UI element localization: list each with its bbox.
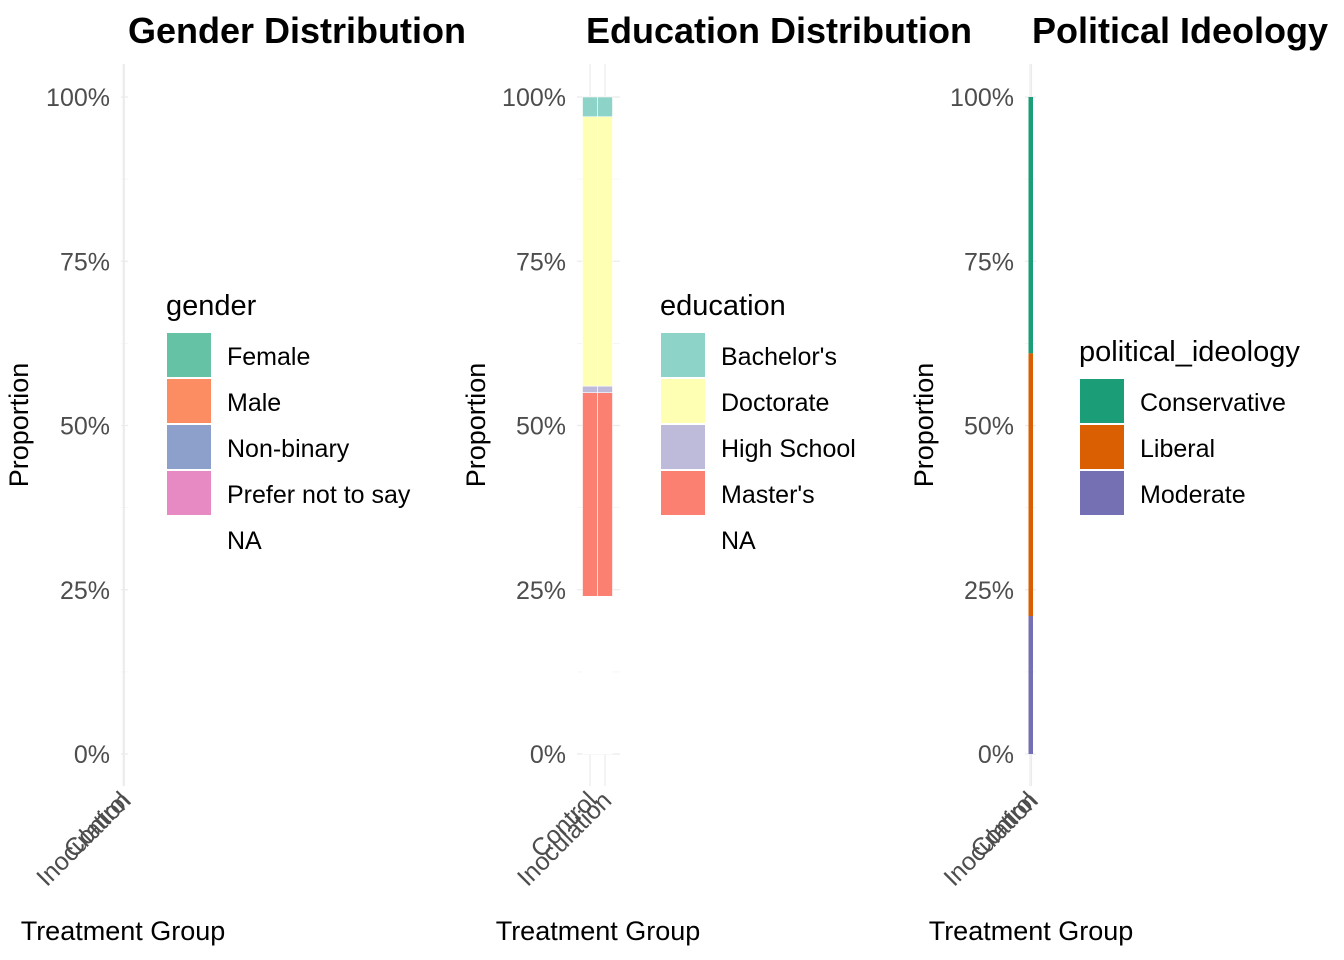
chart-3-y-tick-label: 50%: [964, 413, 1014, 441]
chart-3-y-axis-title: Proportion: [909, 363, 939, 488]
chart-1-legend-key-female: [167, 333, 211, 377]
chart-1-legend-key-male: [167, 379, 211, 423]
chart-2-y-tick-label: 0%: [530, 741, 566, 769]
chart-3: Political Ideology0%25%50%75%100%Control…: [909, 10, 1328, 946]
chart-2-y-tick-label: 100%: [502, 84, 566, 112]
chart-2-bar-control-master-s: [582, 392, 598, 597]
chart-3-legend-label-conservative: Conservative: [1140, 389, 1286, 417]
chart-3-legend: political_ideology Conservative Liberal Mod…: [1079, 336, 1300, 515]
chart-3-legend-key-moderate: [1080, 471, 1124, 515]
chart-1-y-tick-label: 75%: [60, 248, 110, 276]
chart-1-y-tick-label: 50%: [60, 413, 110, 441]
chart-3-legend-key-liberal: [1080, 425, 1124, 469]
chart-1-y-tick-label: 25%: [60, 577, 110, 605]
chart-2-legend-label-doctorate: Doctorate: [721, 389, 829, 417]
chart-2-x-tick-label: Inoculation: [512, 786, 617, 891]
chart-1-x-tick-label: Inoculation: [31, 786, 136, 891]
chart-2-legend: education Bachelor's Doctorate High School M…: [660, 290, 856, 561]
chart-1-legend-key-non-binary: [167, 425, 211, 469]
chart-3-title: Political Ideology: [1032, 10, 1328, 51]
chart-1-legend-key-prefer-not-to-say: [167, 471, 211, 515]
chart-1-title: Gender Distribution: [128, 10, 466, 51]
chart-1: Gender Distribution0%25%50%75%100%Contro…: [4, 10, 466, 946]
chart-2-legend-title: education: [660, 290, 786, 322]
chart-3-y-tick-label: 0%: [978, 741, 1014, 769]
chart-1-legend-label-non-binary: Non-binary: [227, 435, 350, 463]
chart-2-bar-control-high-school: [582, 385, 598, 393]
chart-2-legend-key-na: [661, 517, 705, 561]
chart-3-legend-label-moderate: Moderate: [1140, 481, 1246, 509]
chart-2-legend-label-master-s: Master's: [721, 481, 815, 509]
chart-2-legend-key-bachelor-s: [661, 333, 705, 377]
chart-2-y-axis-title: Proportion: [461, 363, 491, 488]
chart-1-y-tick-label: 100%: [46, 84, 110, 112]
chart-3-legend-title: political_ideology: [1079, 336, 1300, 368]
chart-3-legend-key-conservative: [1080, 379, 1124, 423]
chart-2-bar-control-bachelor-s: [582, 96, 598, 118]
chart-1-legend-label-male: Male: [227, 389, 281, 417]
chart-2-legend-label-high-school: High School: [721, 435, 856, 463]
chart-3-y-tick-label: 25%: [964, 577, 1014, 605]
chart-3-legend-label-liberal: Liberal: [1140, 435, 1215, 463]
chart-3-x-tick-label: Inoculation: [938, 786, 1043, 891]
chart-1-y-tick-label: 0%: [74, 741, 110, 769]
chart-1-x-axis-title: Treatment Group: [21, 916, 226, 946]
chart-3-bar-inoculation-conservative: [1030, 97, 1033, 354]
chart-1-legend-title: gender: [166, 290, 257, 322]
chart-2-legend-key-master-s: [661, 471, 705, 515]
chart-3-bar-inoculation-moderate: [1030, 616, 1033, 754]
chart-2-y-tick-label: 50%: [516, 413, 566, 441]
chart-2-title: Education Distribution: [586, 10, 972, 51]
chart-2-bar-inoculation-doctorate: [597, 116, 613, 387]
chart-1-y-axis-title: Proportion: [4, 363, 34, 488]
chart-1-legend: gender Female Male Non-binary Prefer not to …: [166, 290, 411, 561]
chart-2-bar-control-na: [582, 596, 598, 755]
chart-1-legend-label-female: Female: [227, 343, 310, 371]
chart-2-y-tick-label: 75%: [516, 248, 566, 276]
chart-2-bar-inoculation-bachelor-s: [597, 96, 613, 118]
chart-3-y-tick-label: 75%: [964, 248, 1014, 276]
chart-2-y-tick-label: 25%: [516, 577, 566, 605]
chart-2-bar-inoculation-na: [597, 596, 613, 755]
chart-2-x-axis-title: Treatment Group: [496, 916, 701, 946]
chart-2: Education Distribution0%25%50%75%100%Con…: [461, 10, 972, 946]
chart-2-legend-label-na: NA: [721, 527, 756, 555]
chart-2-bar-inoculation-high-school: [597, 385, 613, 393]
chart-3-x-axis-title: Treatment Group: [929, 916, 1134, 946]
chart-1-legend-key-na: [167, 517, 211, 561]
chart-2-bar-control-doctorate: [582, 116, 598, 387]
chart-2-legend-key-high-school: [661, 425, 705, 469]
chart-2-legend-label-bachelor-s: Bachelor's: [721, 343, 837, 371]
chart-2-legend-key-doctorate: [661, 379, 705, 423]
chart-1-legend-label-prefer-not-to-say: Prefer not to say: [227, 481, 411, 509]
chart-3-y-tick-label: 100%: [950, 84, 1014, 112]
chart-3-bar-inoculation-liberal: [1030, 353, 1033, 617]
chart-2-bar-inoculation-master-s: [597, 392, 613, 597]
chart-1-legend-label-na: NA: [227, 527, 262, 555]
